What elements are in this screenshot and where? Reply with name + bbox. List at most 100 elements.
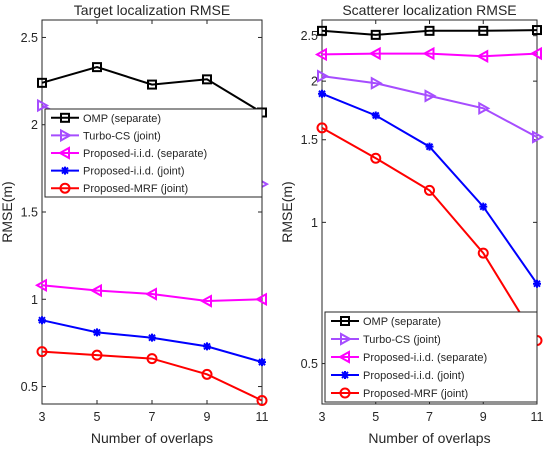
series-1	[37, 62, 267, 118]
y-tick-label: 1.5	[21, 206, 38, 220]
y-tick-label: 0.5	[301, 357, 318, 371]
y-tick-label: 1.5	[301, 133, 318, 147]
legend-label: Proposed-i.i.d. (joint)	[83, 166, 185, 178]
legend-marker	[339, 387, 351, 399]
data-point	[424, 25, 435, 36]
legend-label: Turbo-CS (joint)	[83, 130, 161, 142]
series-3	[34, 278, 267, 308]
series-line	[321, 29, 538, 36]
chart-panel-1: Target localization RMSE 3 5 7 9 11 Number of …	[0, 2, 270, 446]
data-point	[533, 279, 541, 288]
data-point	[476, 49, 489, 63]
x-tick-label: 9	[480, 410, 487, 424]
y-tick-label: 2.5	[301, 29, 318, 43]
series-5	[316, 122, 543, 346]
data-point	[532, 25, 542, 36]
data-point	[477, 247, 489, 259]
x-tick-label: 11	[256, 410, 269, 424]
legend-label: OMP (separate)	[83, 113, 161, 125]
data-point	[258, 358, 266, 367]
legend-marker	[61, 166, 69, 175]
x-tick-label: 7	[149, 410, 156, 424]
legend: OMP (separate) Turbo-CS (joint) Proposed-i…	[324, 311, 538, 403]
data-point	[314, 47, 327, 62]
x-tick-label: 3	[39, 410, 46, 424]
data-point	[146, 353, 158, 365]
data-point	[425, 142, 434, 151]
legend-item: Proposed-i.i.d. (separate)	[331, 350, 487, 364]
data-point	[318, 89, 326, 98]
x-tick-label: 5	[372, 410, 379, 424]
data-point	[317, 69, 330, 83]
x-tick-label: 9	[204, 410, 211, 424]
data-point	[478, 101, 491, 116]
legend-label: OMP (separate)	[363, 316, 441, 328]
series-4	[38, 316, 266, 367]
legend-marker	[340, 316, 350, 326]
y-axis-label: RMSE(m)	[279, 181, 295, 242]
data-point	[370, 29, 381, 40]
y-tick-label: 2	[31, 118, 38, 132]
data-point	[202, 74, 212, 85]
data-point	[370, 152, 382, 164]
y-tick-label: 2.5	[21, 31, 38, 45]
chart-panel-2: Scatterer localization RMSE 3 5 7 9 11 Number …	[279, 2, 544, 446]
legend-marker	[57, 146, 70, 160]
y-tick-label: 1	[311, 216, 318, 230]
y-axis-label: RMSE(m)	[0, 181, 15, 242]
legend-box	[44, 108, 263, 198]
legend-marker	[341, 371, 349, 379]
legend-box	[324, 311, 538, 403]
data-point	[37, 77, 47, 88]
legend-label: Proposed-MRF (joint)	[83, 183, 188, 195]
data-point	[203, 342, 211, 351]
legend: OMP (separate) Turbo-CS (joint) Proposed-i…	[44, 108, 263, 198]
plot-frame	[41, 19, 263, 405]
x-tick-label: 5	[94, 410, 101, 424]
x-axis-label: Number of overlaps	[91, 430, 213, 446]
legend-marker	[60, 128, 73, 143]
data-point	[532, 130, 544, 144]
data-point	[199, 294, 212, 308]
data-point	[37, 98, 50, 113]
x-tick-label: 3	[319, 410, 326, 424]
legend-item: Proposed-MRF (joint)	[331, 387, 468, 400]
data-point	[92, 62, 102, 73]
y-tick-label: 2	[311, 75, 318, 89]
legend-item: Proposed-MRF (joint)	[51, 182, 188, 195]
series-line	[321, 75, 538, 138]
legend-item: OMP (separate)	[331, 316, 441, 328]
data-point	[144, 287, 157, 301]
legend-label: Proposed-i.i.d. (separate)	[363, 352, 487, 364]
data-point	[424, 184, 435, 196]
data-point	[254, 292, 267, 306]
legend-label: Turbo-CS (joint)	[363, 334, 441, 346]
legend-label: Proposed-i.i.d. (joint)	[363, 370, 465, 382]
data-point	[478, 25, 489, 36]
legend-item: Turbo-CS (joint)	[51, 128, 161, 143]
series-line	[321, 52, 538, 58]
legend-item: Proposed-i.i.d. (separate)	[51, 146, 207, 160]
data-point	[529, 46, 542, 61]
series-4	[318, 89, 541, 288]
series-line	[321, 127, 538, 342]
data-point	[368, 46, 381, 61]
chart-title: Scatterer localization RMSE	[342, 2, 516, 18]
data-point	[38, 316, 46, 325]
chart-title: Target localization RMSE	[74, 2, 230, 18]
data-point	[147, 79, 157, 90]
legend-label: Proposed-MRF (joint)	[363, 388, 468, 400]
x-axis-label: Number of overlaps	[368, 430, 490, 446]
legend-marker	[337, 350, 350, 364]
data-point	[424, 89, 437, 103]
data-point	[317, 25, 327, 36]
series-line	[41, 350, 263, 402]
y-tick-label: 1	[31, 293, 38, 307]
legend-item: Turbo-CS (joint)	[331, 332, 441, 346]
x-tick-label: 11	[531, 410, 544, 424]
legend-marker	[60, 112, 70, 123]
data-point	[34, 278, 47, 293]
legend-item: Proposed-i.i.d. (joint)	[51, 166, 185, 178]
data-point	[370, 76, 383, 90]
